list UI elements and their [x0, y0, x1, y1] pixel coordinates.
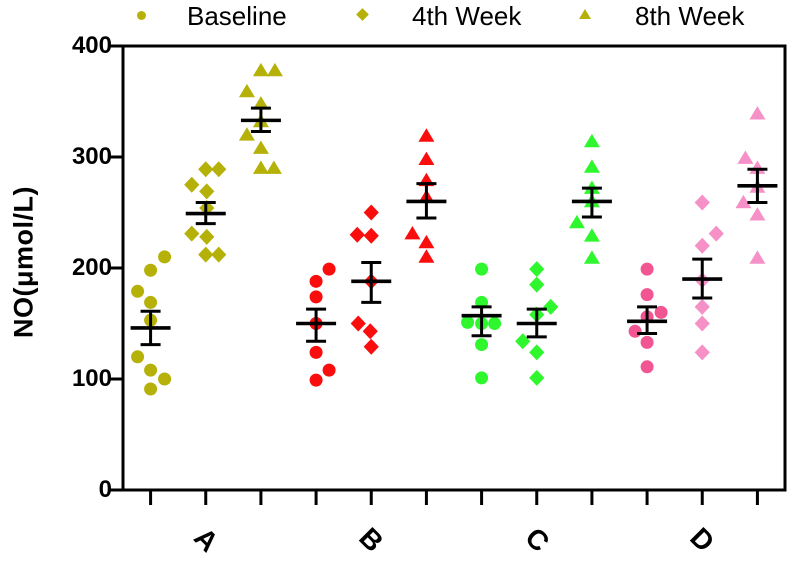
data-point-triangle [238, 83, 255, 98]
data-point-triangle [749, 106, 766, 120]
data-point-diamond [349, 226, 365, 243]
data-point-triangle [749, 207, 766, 221]
data-point-circle [144, 263, 158, 277]
legend-4th-week-label: 4th Week [412, 1, 522, 31]
data-point-diamond [708, 225, 724, 242]
data-point-diamond [529, 276, 545, 293]
data-point-circle [322, 262, 336, 276]
data-point-circle [475, 262, 489, 276]
data-point-diamond [529, 261, 545, 278]
data-point-diamond [198, 161, 214, 178]
legend-baseline-label: Baseline [187, 1, 287, 31]
data-point-diamond [211, 161, 227, 178]
data-point-circle [475, 338, 489, 352]
data-point-diamond [529, 344, 545, 361]
data-point-triangle [252, 140, 269, 154]
data-point-circle [640, 288, 654, 302]
data-point-circle [309, 345, 323, 359]
y-tick-label: 400 [71, 32, 112, 59]
data-point-triangle [252, 96, 269, 110]
legend: Baseline 4th Week 8th Week [0, 0, 789, 34]
data-point-diamond [529, 369, 545, 386]
plot-frame [121, 44, 787, 492]
data-point-circle [322, 363, 336, 377]
data-point-diamond [363, 204, 379, 221]
data-point-diamond [694, 237, 710, 254]
data-point-triangle [568, 214, 585, 229]
data-point-diamond [363, 227, 379, 244]
y-tick-label: 200 [71, 254, 112, 281]
data-point-triangle [252, 160, 269, 174]
data-point-circle [158, 250, 172, 264]
data-point-diamond [694, 194, 710, 211]
data-point-diamond [515, 333, 531, 350]
data-point-circle [309, 290, 323, 304]
data-point-circle [309, 373, 323, 387]
data-point-circle [131, 350, 145, 364]
data-point-circle [158, 372, 172, 386]
data-point-triangle [737, 150, 754, 164]
data-point-diamond [199, 183, 215, 200]
data-point-diamond [694, 298, 710, 315]
y-axis-title: NO(μmol/L) [8, 186, 39, 338]
data-point-circle [654, 305, 668, 319]
data-point-triangle [583, 159, 600, 173]
data-point-circle [488, 317, 502, 330]
data-point-diamond [198, 246, 214, 263]
data-point-circle [131, 284, 145, 298]
data-point-circle [144, 363, 158, 377]
data-point-triangle [252, 62, 269, 77]
data-point-diamond [211, 246, 227, 263]
data-point-circle [640, 360, 654, 374]
data-point-triangle [735, 194, 752, 209]
data-point-triangle [583, 250, 600, 264]
data-point-diamond [694, 315, 710, 332]
data-point-diamond [350, 315, 366, 332]
data-point-circle [309, 274, 323, 288]
data-point-triangle [404, 225, 421, 240]
data-point-diamond [363, 338, 379, 355]
data-point-triangle [266, 62, 283, 77]
legend-baseline-circle-icon [137, 11, 146, 20]
data-point-diamond [543, 298, 559, 315]
y-tick-label: 300 [71, 143, 112, 170]
y-tick-label: 0 [98, 476, 112, 503]
data-point-triangle [265, 160, 282, 174]
data-point-triangle [418, 128, 435, 142]
y-tick-label: 100 [71, 365, 112, 392]
data-point-circle [144, 382, 158, 396]
data-point-circle [628, 324, 642, 338]
data-point-circle [144, 295, 158, 309]
data-point-diamond [694, 344, 710, 361]
data-point-triangle [238, 127, 255, 141]
data-point-triangle [418, 249, 435, 263]
data-point-triangle [418, 151, 435, 166]
data-point-diamond [362, 323, 378, 340]
data-point-circle [640, 262, 654, 276]
data-point-triangle [583, 228, 600, 242]
data-point-triangle [418, 234, 435, 249]
data-point-diamond [184, 225, 200, 242]
data-point-diamond [184, 176, 200, 193]
legend-8th-week-triangle-icon [579, 9, 591, 19]
data-point-circle [640, 335, 654, 349]
data-point-circle [461, 315, 475, 329]
legend-4th-week-diamond-icon [356, 8, 369, 21]
legend-8th-week-label: 8th Week [635, 1, 745, 31]
data-point-triangle [749, 250, 766, 264]
data-point-diamond [199, 228, 215, 245]
data-point-circle [475, 371, 489, 385]
data-point-triangle [583, 133, 600, 148]
